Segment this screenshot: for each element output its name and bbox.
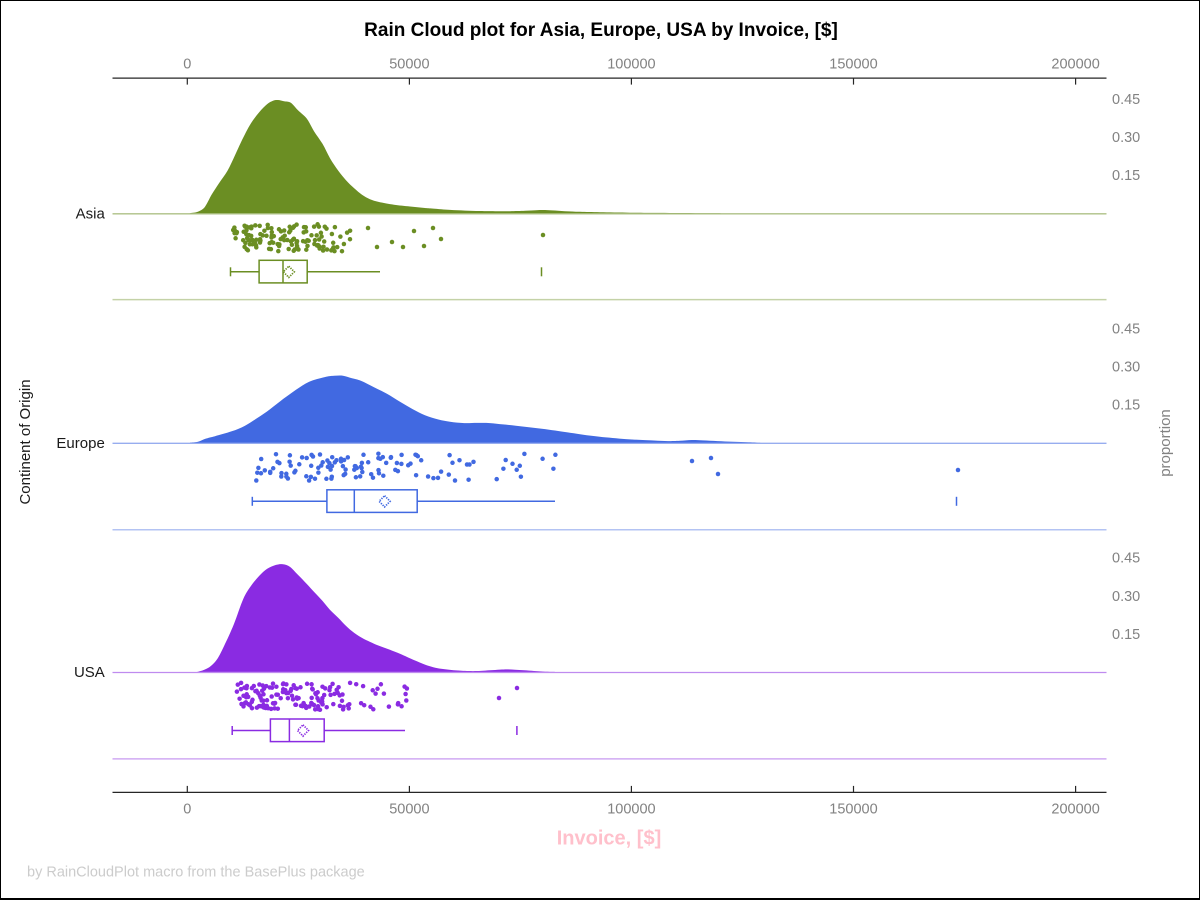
svg-text:0.15: 0.15 bbox=[1112, 168, 1140, 184]
svg-text:Europe: Europe bbox=[56, 435, 104, 452]
svg-text:0.45: 0.45 bbox=[1112, 551, 1140, 567]
svg-text:USA: USA bbox=[74, 664, 105, 681]
svg-text:50000: 50000 bbox=[389, 57, 429, 73]
svg-text:0.15: 0.15 bbox=[1112, 627, 1140, 643]
svg-text:150000: 150000 bbox=[829, 57, 877, 73]
svg-text:Invoice, [$]: Invoice, [$] bbox=[557, 828, 661, 850]
svg-text:200000: 200000 bbox=[1051, 57, 1099, 73]
svg-text:0.15: 0.15 bbox=[1112, 398, 1140, 414]
svg-text:Asia: Asia bbox=[76, 206, 106, 223]
svg-text:100000: 100000 bbox=[607, 802, 655, 818]
svg-text:0.30: 0.30 bbox=[1112, 589, 1140, 605]
svg-text:150000: 150000 bbox=[829, 802, 877, 818]
svg-text:0: 0 bbox=[183, 57, 191, 73]
svg-text:0.30: 0.30 bbox=[1112, 360, 1140, 376]
svg-text:0.30: 0.30 bbox=[1112, 130, 1140, 146]
svg-text:Continent of Origin: Continent of Origin bbox=[17, 379, 34, 504]
svg-text:by RainCloudPlot macro from th: by RainCloudPlot macro from the BasePlus… bbox=[27, 865, 365, 881]
svg-text:0.45: 0.45 bbox=[1112, 322, 1140, 338]
svg-text:100000: 100000 bbox=[607, 57, 655, 73]
svg-text:proportion: proportion bbox=[1157, 409, 1174, 477]
svg-text:200000: 200000 bbox=[1051, 802, 1099, 818]
svg-text:Rain Cloud plot for Asia, Euro: Rain Cloud plot for Asia, Europe, USA by… bbox=[364, 20, 838, 41]
svg-text:0: 0 bbox=[183, 802, 191, 818]
svg-text:50000: 50000 bbox=[389, 802, 429, 818]
svg-text:0.45: 0.45 bbox=[1112, 92, 1140, 108]
